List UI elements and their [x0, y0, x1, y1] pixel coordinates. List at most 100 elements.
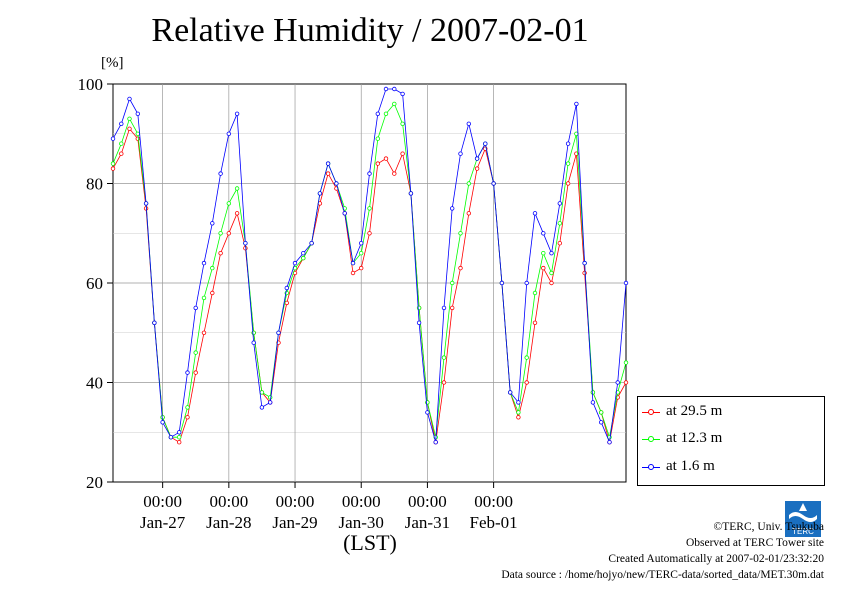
data-point-0	[135, 136, 140, 141]
data-point-2	[524, 280, 529, 286]
data-point-2	[416, 320, 422, 325]
data-point-2	[218, 171, 223, 176]
data-point-0	[458, 265, 463, 271]
data-point-2	[458, 151, 463, 156]
data-point-2	[334, 181, 339, 186]
data-point-0	[176, 440, 182, 445]
x-tick-date: Jan-27	[140, 513, 186, 532]
data-point-1	[557, 221, 562, 226]
data-point-2	[251, 340, 256, 345]
data-point-1	[458, 231, 463, 236]
data-point-2	[615, 380, 620, 385]
data-point-1	[516, 410, 521, 415]
data-point-2	[599, 420, 604, 425]
data-point-1	[367, 206, 372, 211]
data-point-2	[350, 260, 356, 266]
data-point-1	[127, 116, 132, 121]
data-point-1	[599, 410, 604, 415]
x-axis-label: (LST)	[343, 530, 397, 555]
data-point-2	[201, 260, 207, 266]
data-point-1	[234, 186, 240, 191]
x-tick-time: 00:00	[209, 492, 248, 511]
x-tick-date: Jan-30	[339, 513, 384, 532]
x-tick-time: 00:00	[408, 492, 447, 511]
data-point-2	[168, 435, 174, 440]
data-point-2	[193, 305, 198, 311]
data-point-2	[425, 410, 430, 415]
data-point-0	[450, 305, 455, 311]
legend: at 29.5 m at 12.3 m at 1.6 m	[637, 396, 825, 486]
data-point-1	[359, 250, 364, 256]
data-point-0	[234, 211, 240, 216]
legend-label: at 1.6 m	[666, 458, 715, 474]
series-line-1	[112, 103, 627, 438]
data-point-2	[210, 221, 215, 226]
data-point-0	[359, 265, 364, 271]
x-tick-time: 00:00	[143, 492, 182, 511]
x-tick-time: 00:00	[342, 492, 381, 511]
data-point-2	[110, 136, 116, 141]
data-point-1	[210, 265, 215, 271]
data-point-2	[127, 96, 132, 102]
data-point-2	[119, 121, 124, 126]
y-tick-label: 20	[86, 473, 103, 492]
data-point-1	[450, 280, 455, 286]
data-point-0	[441, 380, 447, 385]
x-tick-date: Jan-31	[405, 513, 450, 532]
data-point-0	[185, 415, 190, 420]
data-point-0	[367, 231, 372, 236]
data-point-1	[259, 390, 265, 395]
data-point-1	[590, 390, 596, 395]
data-point-2	[516, 400, 521, 405]
credits-created: Created Automatically at 2007-02-01/23:3…	[608, 553, 824, 565]
data-point-1	[119, 141, 124, 146]
x-tick-time: 00:00	[276, 492, 315, 511]
data-point-0	[284, 300, 289, 306]
data-point-0	[201, 330, 207, 335]
data-point-0	[127, 126, 132, 131]
data-point-2	[160, 420, 165, 425]
data-point-2	[441, 305, 447, 311]
data-point-0	[524, 380, 529, 385]
data-point-0	[210, 290, 215, 296]
data-point-2	[226, 131, 231, 136]
data-point-2	[392, 86, 397, 92]
data-point-0	[325, 171, 331, 176]
data-point-2	[491, 181, 496, 186]
y-tick-label: 40	[86, 374, 103, 393]
data-point-0	[119, 151, 124, 156]
data-point-0	[375, 161, 380, 166]
data-point-1	[392, 101, 397, 107]
data-point-2	[367, 171, 372, 176]
data-point-0	[218, 250, 223, 256]
data-point-2	[317, 191, 323, 196]
legend-swatch-green	[642, 436, 660, 442]
x-tick-date: Jan-28	[206, 513, 251, 532]
data-point-0	[582, 270, 587, 276]
data-point-2	[309, 240, 314, 246]
data-point-2	[532, 211, 538, 216]
data-point-2	[474, 156, 480, 161]
data-point-1	[226, 201, 231, 206]
data-point-1	[400, 121, 405, 126]
data-point-0	[392, 171, 397, 176]
data-point-2	[499, 280, 505, 286]
data-point-2	[325, 161, 331, 166]
data-point-2	[582, 260, 587, 266]
data-point-2	[623, 280, 629, 286]
data-point-2	[433, 440, 438, 445]
data-point-1	[135, 131, 140, 136]
data-point-0	[549, 280, 554, 286]
x-tick-date: Feb-01	[470, 513, 518, 532]
data-point-2	[301, 250, 306, 256]
data-point-2	[234, 111, 240, 116]
terc-logo-icon: TERC	[785, 501, 821, 537]
credits-copyright: ©TERC, Univ. Tsukuba	[713, 521, 824, 533]
data-point-2	[375, 111, 380, 116]
y-axis-unit: [%]	[101, 55, 124, 71]
data-point-2	[557, 201, 562, 206]
data-point-2	[508, 390, 513, 395]
data-point-2	[176, 430, 182, 435]
data-point-1	[383, 111, 389, 116]
data-point-1	[524, 355, 529, 360]
